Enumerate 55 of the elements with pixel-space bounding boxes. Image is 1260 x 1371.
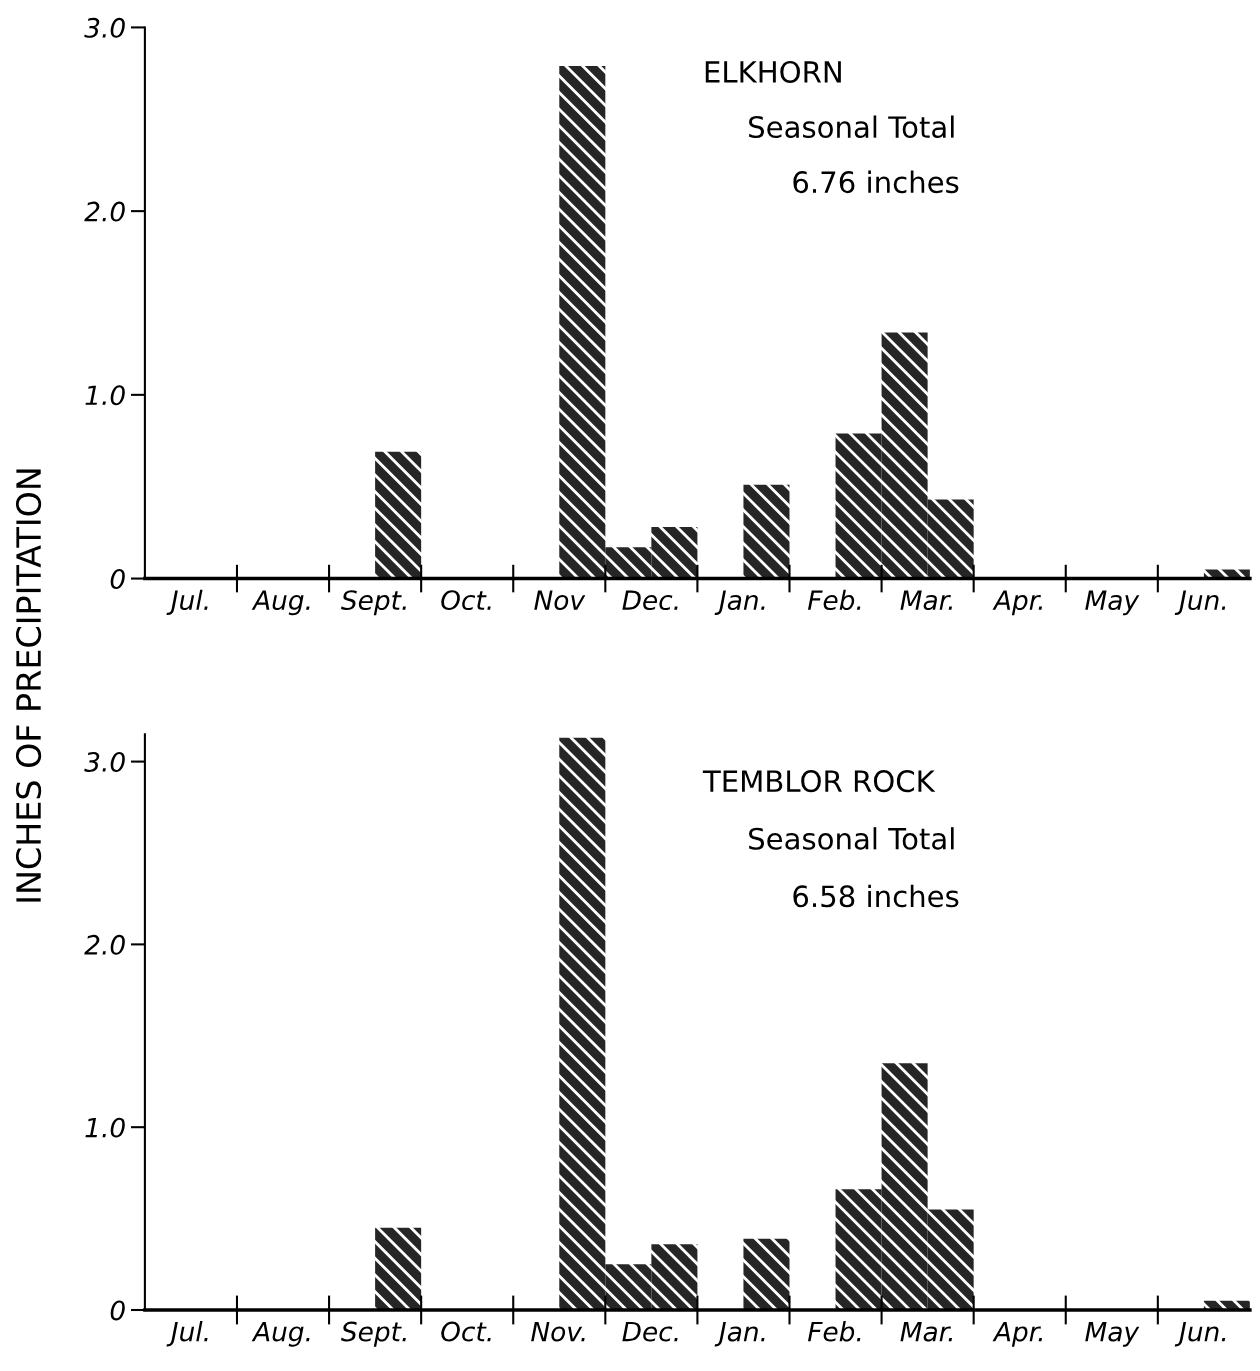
x-tick-label: Aug. [251,1321,310,1347]
x-tick-label: Feb. [807,589,861,611]
x-tick-label: Jul. [166,1321,208,1347]
annotation: Seasonal Total [749,827,954,850]
x-tick-label: Sept. [341,590,406,616]
annotation: 6.58 inches [793,884,959,908]
x-tick-label: Dec. [622,590,678,611]
x-tick-label: Dec. [622,1321,678,1342]
x-tick-label: Aug. [251,590,310,616]
bar [927,499,974,579]
x-tick-label: Nov. [531,1321,585,1342]
bar [835,433,882,579]
bar [743,484,790,579]
bar [835,1189,882,1310]
text: ELKHORN [705,60,841,83]
annotation: Seasonal Total [749,115,954,139]
y-tick-label: 3.0 [84,17,125,38]
x-tick-label: Apr. [992,590,1043,616]
x-tick-label: Jun. [1174,1321,1226,1347]
x-tick-label: Jun. [1174,590,1226,616]
x-tick-label: Apr. [992,1321,1043,1347]
bar [605,1264,652,1310]
x-tick-label: May [1085,1321,1140,1347]
y-tick-label: 3.0 [84,752,125,772]
x-tick-label: Mar. [900,1321,952,1342]
bar [651,1244,698,1310]
x-tick-label: Nov [534,590,586,611]
x-tick-label: Jul. [166,589,208,616]
bar [927,1209,974,1310]
y-tick-label: 2.0 [84,201,125,222]
bar [651,527,698,579]
x-tick-label: Jan. [714,590,765,616]
bar [559,737,606,1310]
y-tick-label: 1.0 [85,1117,125,1138]
y-tick-label: 2.0 [84,934,125,955]
y-tick-label: 1.0 [85,385,125,406]
annotation: 6.76 inches [793,170,959,194]
bar [375,451,422,579]
bar [743,1238,790,1310]
bar [375,1227,422,1310]
bar [559,66,606,579]
x-tick-label: May [1085,590,1140,616]
y-axis-title: INCHES OF PRECIPITATION [15,469,42,902]
text: TEMBLOR ROCK [702,770,936,793]
x-tick-label: Jan. [714,1321,765,1347]
x-tick-label: Oct. [441,1321,491,1342]
bar [605,547,652,579]
x-tick-label: Sept. [341,1321,406,1347]
x-tick-label: Oct. [441,590,491,611]
bar [881,332,928,579]
x-tick-label: Mar. [900,590,952,611]
y-tick-label: 0 [110,569,125,589]
y-tick-label: 0 [110,1300,125,1321]
bar [881,1063,928,1310]
x-tick-label: Feb. [807,1321,861,1342]
